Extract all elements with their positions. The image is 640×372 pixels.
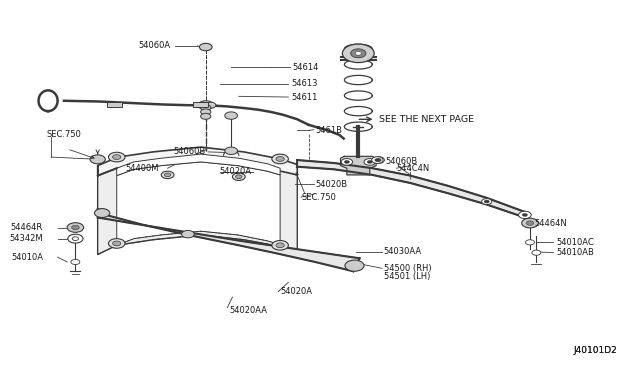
- Text: 54020A: 54020A: [220, 167, 252, 176]
- Circle shape: [182, 231, 195, 238]
- Text: 54030AA: 54030AA: [384, 247, 422, 256]
- Circle shape: [372, 157, 383, 163]
- Circle shape: [276, 157, 284, 161]
- Circle shape: [236, 175, 242, 179]
- Text: 54020A: 54020A: [280, 287, 312, 296]
- Text: SEE THE NEXT PAGE: SEE THE NEXT PAGE: [379, 115, 474, 124]
- Circle shape: [345, 260, 364, 271]
- Polygon shape: [98, 209, 360, 271]
- Text: 54400M: 54400M: [126, 164, 159, 173]
- Circle shape: [376, 158, 381, 161]
- Text: 54501 (LH): 54501 (LH): [384, 272, 430, 281]
- Text: 54010AC: 54010AC: [557, 238, 595, 247]
- Circle shape: [113, 155, 121, 160]
- Circle shape: [355, 51, 362, 55]
- Polygon shape: [297, 160, 525, 218]
- Text: J40101D2: J40101D2: [573, 346, 617, 355]
- Circle shape: [72, 237, 79, 240]
- Text: 54611: 54611: [291, 93, 317, 102]
- Circle shape: [201, 105, 211, 110]
- Circle shape: [272, 154, 289, 164]
- Circle shape: [90, 155, 106, 164]
- Polygon shape: [340, 156, 376, 175]
- Circle shape: [67, 223, 84, 232]
- Circle shape: [342, 44, 374, 62]
- Text: 54060A: 54060A: [138, 41, 170, 51]
- Circle shape: [113, 241, 121, 246]
- Circle shape: [225, 112, 237, 119]
- Circle shape: [201, 109, 211, 115]
- Text: 54060B: 54060B: [385, 157, 417, 166]
- Circle shape: [341, 158, 353, 165]
- Circle shape: [205, 102, 216, 108]
- Text: 54010A: 54010A: [11, 253, 43, 262]
- Circle shape: [108, 238, 125, 248]
- Circle shape: [72, 225, 79, 230]
- Circle shape: [375, 158, 380, 161]
- Text: 54500 (RH): 54500 (RH): [384, 264, 431, 273]
- Circle shape: [68, 234, 83, 243]
- Circle shape: [108, 152, 125, 162]
- Polygon shape: [116, 154, 280, 176]
- Circle shape: [518, 211, 531, 219]
- Circle shape: [525, 240, 534, 245]
- Polygon shape: [116, 162, 280, 245]
- Circle shape: [276, 243, 284, 248]
- Circle shape: [482, 199, 492, 205]
- Bar: [107, 102, 122, 107]
- Circle shape: [351, 49, 366, 58]
- Text: J40101D2: J40101D2: [573, 346, 617, 355]
- Circle shape: [484, 200, 489, 203]
- Text: 54342M: 54342M: [10, 234, 43, 243]
- Circle shape: [367, 160, 372, 163]
- Circle shape: [232, 173, 245, 180]
- Polygon shape: [98, 147, 297, 176]
- Circle shape: [161, 171, 174, 179]
- Text: 54464N: 54464N: [534, 219, 567, 228]
- Text: 544C4N: 544C4N: [396, 164, 429, 173]
- Circle shape: [522, 214, 527, 217]
- Text: 54614: 54614: [293, 63, 319, 72]
- Text: SEC.750: SEC.750: [47, 129, 82, 139]
- Circle shape: [532, 250, 541, 255]
- Text: 54613: 54613: [291, 79, 317, 88]
- Circle shape: [198, 101, 213, 110]
- Circle shape: [201, 113, 211, 119]
- Circle shape: [344, 160, 349, 163]
- Text: SEC.750: SEC.750: [301, 193, 336, 202]
- Circle shape: [272, 240, 289, 250]
- Bar: [193, 102, 208, 107]
- Text: 54464R: 54464R: [11, 223, 43, 232]
- Circle shape: [95, 209, 109, 218]
- Text: 54020B: 54020B: [315, 180, 348, 189]
- Circle shape: [200, 43, 212, 51]
- Circle shape: [164, 173, 171, 177]
- Circle shape: [373, 157, 385, 163]
- Circle shape: [522, 218, 538, 228]
- Circle shape: [526, 221, 534, 225]
- Text: 54020AA: 54020AA: [229, 306, 268, 315]
- Polygon shape: [98, 159, 297, 254]
- Text: 5461B: 5461B: [315, 126, 342, 135]
- Circle shape: [364, 158, 376, 165]
- Text: 54010AB: 54010AB: [557, 248, 595, 257]
- Circle shape: [225, 147, 237, 154]
- Circle shape: [71, 259, 80, 264]
- Text: 54060B: 54060B: [173, 147, 205, 156]
